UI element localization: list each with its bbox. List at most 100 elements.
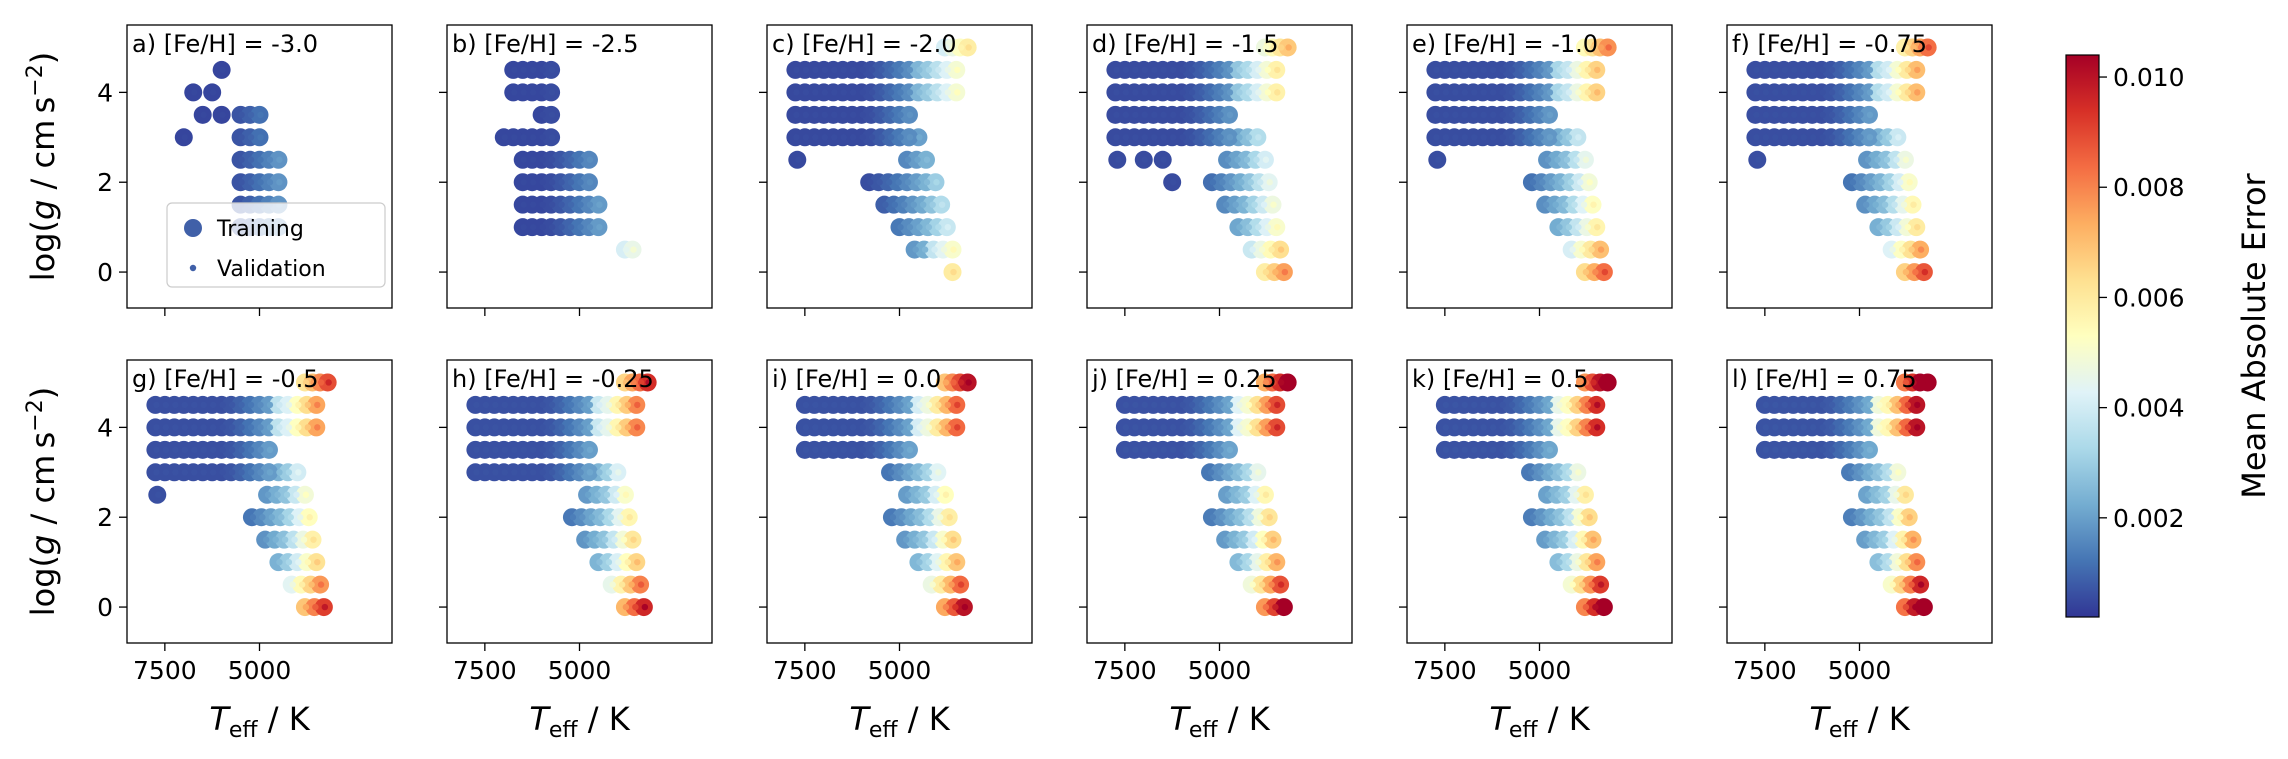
validation-point [849,111,857,119]
validation-point [831,446,838,454]
validation-point [859,111,866,119]
validation-point [511,89,518,96]
validation-point [1217,446,1224,454]
validation-point [1904,223,1912,231]
validation-point [257,156,264,163]
validation-point [605,424,613,431]
validation-point [849,424,857,431]
validation-point [849,401,857,409]
validation-point [912,536,919,543]
validation-point [558,223,565,231]
validation-point [539,401,546,409]
validation-point [1452,446,1459,454]
validation-point [1847,424,1855,431]
validation-point [1897,179,1904,186]
validation-point [944,66,952,74]
validation-point [916,558,923,566]
validation-point [1791,111,1798,119]
y-tick-label: 2 [97,503,113,532]
validation-point [1264,558,1272,566]
validation-point [1838,134,1845,141]
validation-point [1558,514,1565,521]
validation-point [285,424,293,431]
validation-point [1245,134,1253,141]
validation-point [1452,89,1459,96]
validation-point [548,469,556,476]
validation-point [1243,491,1251,498]
validation-point [473,446,480,454]
panel-j: 7500 5000 j) [Fe/H] = 0.25 Teff / K [1079,359,1353,743]
validation-point [598,514,605,521]
validation-point [1258,581,1266,588]
x-tick-label: 5000 [1508,656,1572,685]
validation-point [1781,66,1788,74]
validation-point [539,179,546,186]
validation-point [558,446,565,454]
validation-point [1489,66,1497,74]
validation-point [868,134,876,141]
validation-point [1461,446,1468,454]
validation-point [1902,603,1910,611]
validation-point [1828,89,1836,96]
colorbar-tick-label: 0.002 [2113,504,2185,533]
validation-point [586,446,594,454]
validation-point [1565,66,1573,74]
validation-point [162,469,170,476]
validation-point [1921,268,1929,276]
validation-point [1594,89,1601,96]
validation-point [889,514,897,521]
validation-point [904,491,912,498]
validation-point [1895,89,1902,96]
validation-point [840,89,847,96]
validation-point [1917,379,1925,386]
validation-point [921,536,929,543]
y-tick-label: 0 [97,593,113,622]
validation-point [849,66,857,74]
validation-point [1471,401,1478,409]
validation-point [1132,424,1139,431]
validation-point [916,424,923,431]
validation-point [897,111,904,119]
validation-point [1442,424,1450,431]
validation-point [306,514,313,521]
validation-point [1262,603,1270,611]
validation-point [596,558,603,566]
points-layer [1106,38,1297,282]
validation-point [1586,514,1593,521]
panel-title: h) [Fe/H] = -0.25 [452,365,654,393]
validation-point [1902,156,1910,163]
validation-point [1461,111,1468,119]
validation-point [1435,156,1442,163]
validation-point [1898,246,1906,253]
validation-point [501,134,508,141]
validation-point [1243,156,1251,163]
validation-point [247,179,255,186]
validation-point [1461,89,1468,96]
validation-point [868,111,876,119]
validation-point [1868,179,1876,186]
validation-point [200,111,207,119]
validation-point [906,469,914,476]
validation-point [1277,44,1285,51]
validation-point [1565,89,1573,96]
validation-point [1236,66,1243,74]
validation-point [219,401,226,409]
validation-point [1847,446,1855,454]
validation-point [942,491,950,498]
validation-point [1584,424,1592,431]
validation-point [1584,66,1592,74]
validation-point [1471,66,1478,74]
validation-point [295,401,302,409]
validation-point [1889,246,1896,253]
validation-point [191,469,198,476]
validation-point [1527,446,1535,454]
validation-point [925,469,933,476]
validation-point [938,201,946,208]
validation-point [821,89,828,96]
validation-point [1904,424,1912,431]
validation-point [276,401,283,409]
validation-point [1819,401,1826,409]
validation-point [1838,89,1845,96]
validation-point [923,179,931,186]
validation-point [1262,156,1270,163]
